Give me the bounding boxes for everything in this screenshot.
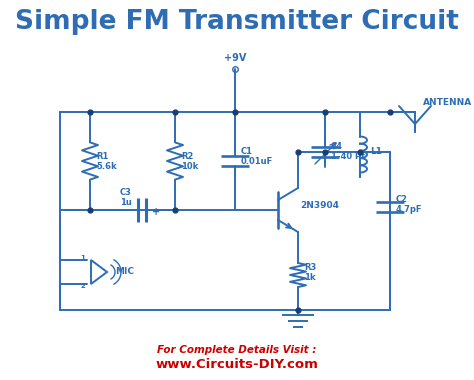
- Text: R2
10k: R2 10k: [181, 152, 198, 171]
- Text: 1: 1: [80, 255, 85, 261]
- Text: +: +: [152, 207, 160, 217]
- Text: +9V: +9V: [224, 53, 246, 63]
- Text: C4
1-40 Pf: C4 1-40 Pf: [331, 142, 365, 162]
- Text: C1
0.01uF: C1 0.01uF: [241, 147, 273, 166]
- Text: R3
1k: R3 1k: [304, 263, 316, 282]
- Text: Simple FM Transmitter Circuit: Simple FM Transmitter Circuit: [15, 9, 459, 35]
- Text: C2
4.7pF: C2 4.7pF: [396, 195, 422, 214]
- Text: R1
5.6k: R1 5.6k: [96, 152, 117, 171]
- Text: C3
1u: C3 1u: [120, 188, 132, 207]
- Text: L1: L1: [370, 147, 382, 156]
- Text: MIC: MIC: [115, 268, 134, 277]
- Text: 2N3904: 2N3904: [300, 201, 339, 209]
- Text: 2: 2: [80, 283, 85, 289]
- Text: ANTENNA: ANTENNA: [423, 98, 472, 107]
- Text: www.Circuits-DIY.com: www.Circuits-DIY.com: [155, 358, 319, 372]
- Text: For Complete Details Visit :: For Complete Details Visit :: [157, 345, 317, 355]
